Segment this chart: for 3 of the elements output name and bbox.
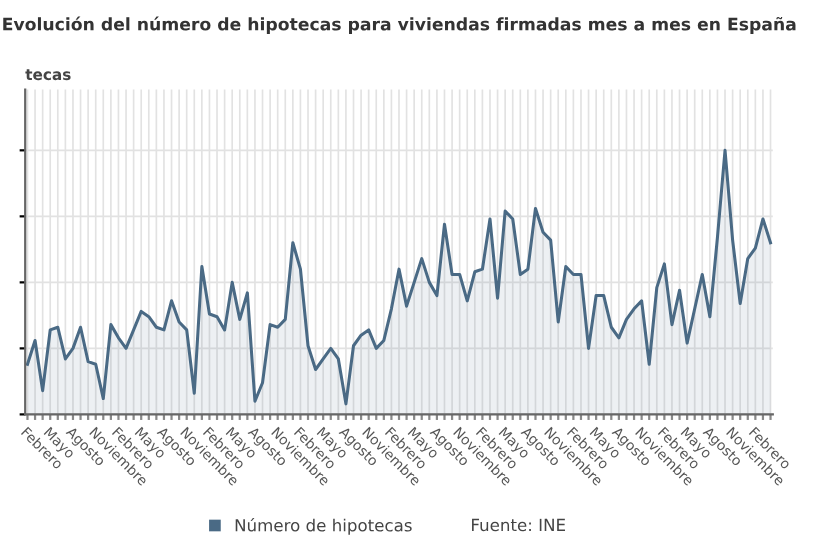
- chart-title: Evolución del número de hipotecas para viviendas firmadas mes a mes en España: [3, 16, 796, 34]
- source-note: Fuente: INE: [472, 518, 565, 532]
- legend-label: Número de hipotecas: [235, 518, 412, 535]
